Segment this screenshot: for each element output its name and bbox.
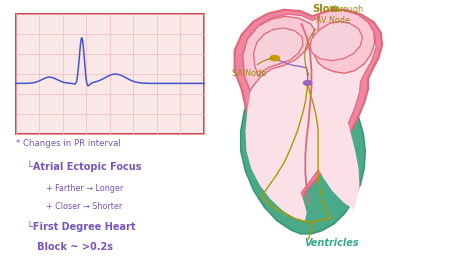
Circle shape bbox=[270, 56, 279, 61]
Circle shape bbox=[303, 81, 312, 85]
Text: └First Degree Heart: └First Degree Heart bbox=[27, 221, 136, 232]
Text: * Changes in PR interval: * Changes in PR interval bbox=[16, 139, 120, 148]
Polygon shape bbox=[241, 93, 365, 234]
Text: + Closer → Shorter: + Closer → Shorter bbox=[46, 202, 122, 211]
Text: Ventricles: Ventricles bbox=[304, 238, 358, 248]
Polygon shape bbox=[243, 14, 376, 202]
Polygon shape bbox=[310, 22, 362, 61]
Text: Block ~ >0.2s: Block ~ >0.2s bbox=[27, 242, 113, 252]
Text: SA Node: SA Node bbox=[232, 59, 272, 78]
Text: through: through bbox=[329, 5, 363, 14]
Polygon shape bbox=[314, 11, 374, 73]
Text: + Farther → Longer: + Farther → Longer bbox=[46, 184, 123, 193]
Polygon shape bbox=[254, 28, 303, 76]
Polygon shape bbox=[235, 10, 382, 210]
Text: AV Node: AV Node bbox=[316, 16, 350, 26]
FancyBboxPatch shape bbox=[16, 14, 204, 134]
Polygon shape bbox=[246, 92, 307, 222]
Text: Slow: Slow bbox=[312, 4, 339, 14]
Text: └Atrial Ectopic Focus: └Atrial Ectopic Focus bbox=[27, 160, 142, 172]
Polygon shape bbox=[243, 16, 314, 91]
Polygon shape bbox=[308, 96, 359, 210]
